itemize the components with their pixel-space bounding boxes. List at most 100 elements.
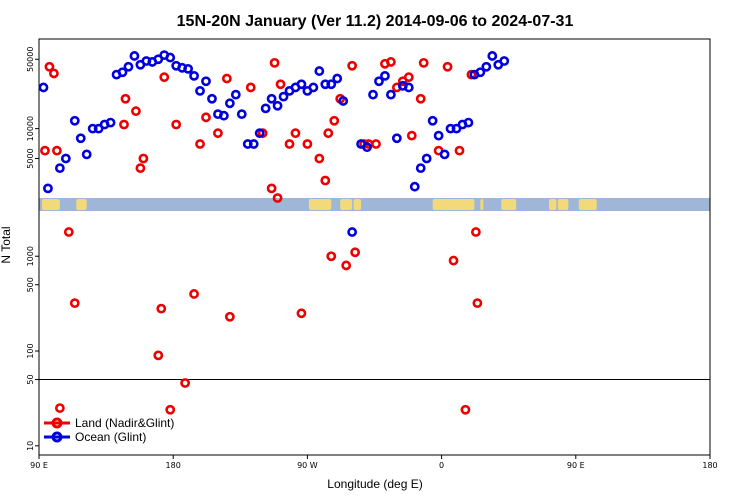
point-land-23: [224, 311, 235, 322]
point-ocean-72: [481, 61, 492, 72]
point-ocean-45: [314, 66, 325, 76]
x-tick-label-5: 180: [702, 461, 717, 470]
point-ocean-65: [439, 149, 450, 160]
point-land-35: [320, 175, 331, 186]
point-ocean-55: [380, 70, 390, 81]
point-land-8: [120, 93, 131, 104]
point-land-53: [418, 57, 429, 68]
y-axis-label: N Total: [0, 226, 13, 263]
legend: Land (Nadir&Glint) Ocean (Glint): [44, 416, 174, 444]
point-land-33: [302, 139, 313, 149]
x-tick-label-2: 90 W: [297, 461, 318, 470]
map-ocean-band: [39, 198, 710, 211]
point-land-28: [272, 193, 283, 203]
point-land-40: [341, 260, 352, 271]
point-ocean-10: [105, 117, 116, 128]
point-land-18: [189, 289, 199, 299]
point-ocean-64: [433, 130, 444, 141]
point-ocean-25: [195, 85, 205, 96]
y-tick-label-upper-1: 10000: [26, 116, 35, 141]
point-ocean-53: [368, 89, 378, 100]
world-map-strip: [39, 198, 710, 211]
point-ocean-50: [347, 227, 358, 237]
point-land-32: [296, 308, 307, 319]
point-land-12: [153, 350, 164, 361]
point-land-55: [442, 61, 453, 72]
map-land-5: [432, 199, 475, 210]
point-land-42: [350, 247, 361, 258]
point-land-51: [406, 130, 417, 141]
point-ocean-42: [296, 79, 307, 90]
point-land-29: [275, 79, 286, 90]
point-ocean-60: [409, 181, 420, 192]
point-land-57: [454, 145, 465, 156]
map-land-2: [308, 199, 332, 210]
point-ocean-6: [81, 149, 92, 160]
point-land-36: [323, 128, 334, 139]
data-points: [38, 50, 510, 415]
point-ocean-49: [338, 96, 349, 106]
point-ocean-54: [374, 76, 384, 87]
point-land-11: [138, 153, 149, 164]
point-ocean-52: [362, 142, 372, 153]
point-land-31: [290, 128, 301, 139]
point-ocean-5: [75, 133, 86, 144]
point-land-5: [63, 227, 74, 237]
point-land-14: [165, 404, 176, 415]
point-land-1: [44, 61, 55, 72]
point-land-6: [69, 298, 80, 309]
y-tick-label-lower-3: 500: [26, 277, 35, 292]
point-ocean-27: [207, 93, 217, 104]
point-land-10: [135, 163, 146, 174]
point-ocean-32: [236, 109, 247, 120]
point-land-0: [40, 145, 50, 156]
point-land-61: [472, 298, 483, 309]
point-ocean-75: [499, 56, 510, 66]
point-land-17: [180, 378, 191, 388]
point-ocean-59: [403, 82, 414, 93]
point-land-50: [403, 72, 414, 83]
point-ocean-14: [129, 51, 140, 61]
point-land-7: [119, 119, 129, 130]
point-land-4: [54, 403, 65, 413]
x-tick-label-1: 180: [166, 461, 181, 470]
map-land-6: [480, 199, 484, 210]
chart-title: 15N-20N January (Ver 11.2) 2014-09-06 to…: [177, 13, 574, 30]
point-ocean-71: [475, 67, 486, 78]
y-tick-label-lower-2: 100: [26, 343, 35, 358]
point-land-19: [195, 139, 205, 149]
point-ocean-36: [260, 103, 271, 114]
point-land-15: [159, 72, 170, 83]
point-land-21: [213, 128, 223, 139]
point-ocean-63: [427, 115, 438, 126]
point-land-37: [326, 251, 337, 262]
point-ocean-62: [421, 153, 432, 164]
point-ocean-47: [326, 79, 337, 90]
point-ocean-13: [123, 61, 134, 72]
map-land-1: [76, 199, 87, 210]
map-land-0: [41, 199, 60, 210]
point-ocean-12: [117, 67, 128, 78]
map-land-10: [578, 199, 597, 210]
point-ocean-34: [248, 139, 259, 149]
point-ocean-44: [308, 82, 319, 93]
map-land-8: [548, 199, 557, 210]
map-land-7: [501, 199, 517, 210]
point-land-45: [371, 139, 381, 149]
point-land-13: [156, 303, 167, 314]
y-axis-lower: 10 50 100 500 1000: [26, 246, 39, 451]
point-land-9: [131, 106, 141, 117]
plot-frame: [38, 38, 711, 456]
legend-marker-land: [51, 417, 63, 429]
point-land-34: [314, 153, 325, 164]
x-tick-label-4: 90 E: [567, 461, 585, 470]
x-axis-label: Longitude (deg E): [327, 477, 422, 491]
point-ocean-69: [463, 117, 474, 128]
point-land-22: [221, 73, 232, 84]
y-axis-upper: 5000 10000 50000: [26, 47, 39, 169]
legend-label-land: Land (Nadir&Glint): [75, 416, 174, 430]
point-ocean-3: [60, 153, 71, 164]
y-tick-label-upper-0: 5000: [26, 148, 35, 168]
point-ocean-38: [272, 100, 283, 111]
